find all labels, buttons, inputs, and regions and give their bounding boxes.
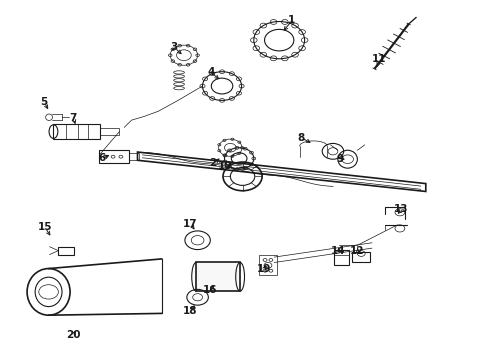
- Text: 19: 19: [256, 264, 271, 274]
- Text: 11: 11: [372, 54, 387, 64]
- Bar: [53, 125, 100, 139]
- Text: 8: 8: [297, 133, 305, 143]
- Bar: [334, 250, 349, 265]
- Bar: [129, 153, 140, 160]
- Text: 10: 10: [218, 161, 233, 171]
- Text: 9: 9: [337, 154, 344, 164]
- Text: 2: 2: [210, 158, 217, 168]
- Text: 12: 12: [350, 246, 365, 256]
- Text: 4: 4: [207, 67, 215, 77]
- Bar: [100, 128, 120, 135]
- Text: 14: 14: [331, 246, 345, 256]
- Bar: [58, 247, 74, 255]
- Text: 17: 17: [183, 219, 197, 229]
- Text: 3: 3: [171, 42, 178, 52]
- Text: 13: 13: [394, 204, 409, 215]
- Bar: [196, 262, 240, 291]
- Text: 6: 6: [98, 153, 106, 163]
- Text: 5: 5: [40, 97, 48, 107]
- Text: 18: 18: [183, 306, 197, 316]
- Bar: [352, 252, 370, 262]
- Text: 16: 16: [202, 285, 217, 296]
- Text: 7: 7: [69, 113, 77, 123]
- Text: 15: 15: [37, 222, 52, 232]
- Text: 1: 1: [288, 15, 295, 26]
- Text: 20: 20: [66, 330, 80, 340]
- Bar: [99, 150, 129, 163]
- Bar: [259, 255, 277, 275]
